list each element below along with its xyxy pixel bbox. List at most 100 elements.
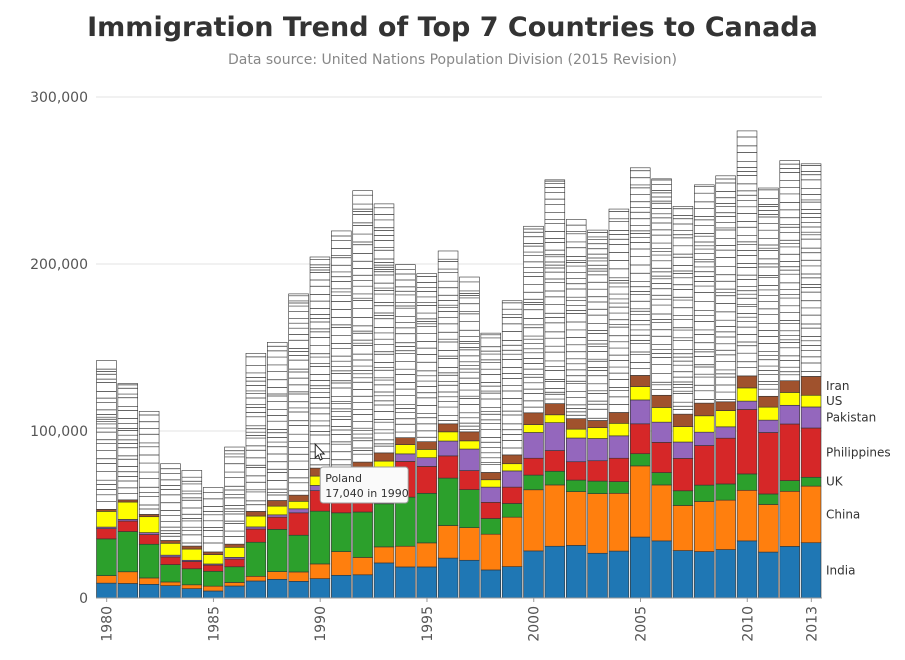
bar-segment [160,463,181,541]
bar-segment [181,568,203,586]
bar-segment [416,542,437,568]
bar-segment [630,423,651,455]
bar-segment [587,480,608,494]
bar-segment [565,437,587,463]
bar-segment [587,493,608,554]
bar-segment [202,564,224,572]
bar-segment [352,511,373,558]
hand-cursor-icon [314,442,326,461]
bar-segment [630,399,651,425]
bar-segment [544,179,566,404]
bar-segment [138,577,160,585]
bar-segment [437,557,459,599]
bar-segment [630,167,651,376]
bar-segment [715,426,736,439]
bar-segment [202,590,224,599]
bar-segment [758,406,779,421]
bar-segment [523,424,544,433]
bar-segment [651,178,672,396]
x-tick-label: 1990 [313,606,329,642]
x-tick-label: 2013 [804,606,820,642]
x-tick-label: 1980 [100,606,116,642]
bar-segment [181,588,203,599]
x-tick-label: 2005 [634,606,650,642]
bar-segment [480,479,502,488]
bar-segment [416,492,437,544]
bar-segment [694,484,715,502]
bar-segment [800,163,822,377]
bar-segment [352,574,373,599]
bar-segment [800,427,822,478]
bar-segment [608,550,630,599]
bar-segment [608,423,630,437]
bar-segment [736,400,758,410]
bar-segment [117,571,139,584]
bar-segment [459,440,480,450]
bar-segment [758,432,779,495]
series-label: Philippines [826,446,891,460]
bar-segment [587,420,608,428]
bar-segment [501,516,523,567]
bar-segment [96,575,117,584]
bar-segment [694,445,715,486]
bar-segment [544,545,566,599]
bar-segment [758,504,779,553]
bar-segment [501,463,523,472]
bar-segment [437,250,459,425]
chart-title: Immigration Trend of Top 7 Countries to … [87,12,818,43]
bar-segment [800,394,822,408]
bar-segment [758,419,779,433]
bar-segment [202,585,224,592]
bar-segment [736,130,758,377]
bar-segment [395,496,416,547]
bar-segment [96,582,117,599]
bar-segment [437,423,459,433]
bar-segment [715,437,736,485]
bar-segment [480,518,502,535]
bar-segment [96,528,117,540]
bar-segment [779,160,800,382]
bar-segment [160,581,181,586]
bar-segment [565,479,587,492]
series-label: Pakistan [826,410,876,424]
bar-segment [138,514,160,518]
bar-segment [245,575,267,582]
bar-segment [630,375,651,387]
bar-segment [416,457,437,467]
bar-segment [96,509,117,512]
bar-segment [181,584,203,589]
bar-segment [181,548,203,561]
bar-segment [800,476,822,487]
y-tick-label: 200,000 [30,257,88,273]
bar-segment [587,552,608,599]
bar-segment [565,428,587,439]
bar-segment [202,554,224,565]
bar-segment [416,566,437,599]
bar-segment [224,543,245,548]
bar-segment [416,449,437,459]
bar-segment [437,477,459,526]
bar-segment [267,578,288,599]
bar-segment [267,571,288,580]
bar-segment [437,455,459,479]
bar-segment [630,465,651,538]
bar-segment [352,190,373,463]
bar-segment [715,410,736,428]
bar-segment [117,499,139,503]
bar-segment [160,564,181,583]
bar-segment [459,448,480,471]
bar-segment [694,551,715,599]
tooltip: Poland 17,040 in 1990 [314,442,409,504]
bar-segment [565,461,587,481]
bar-segment [758,187,779,397]
bar-segment [800,542,822,599]
y-tick-label: 0 [79,591,88,607]
bar-segment [373,562,395,599]
bar-segment [96,511,117,528]
bar-segment [779,490,800,547]
bar-segment [288,494,309,502]
axes: 0 100,000 200,000 300,000 1980 1985 1990 1995 20… [30,90,822,642]
bar-segment [480,569,502,599]
bar-segment [288,534,309,573]
